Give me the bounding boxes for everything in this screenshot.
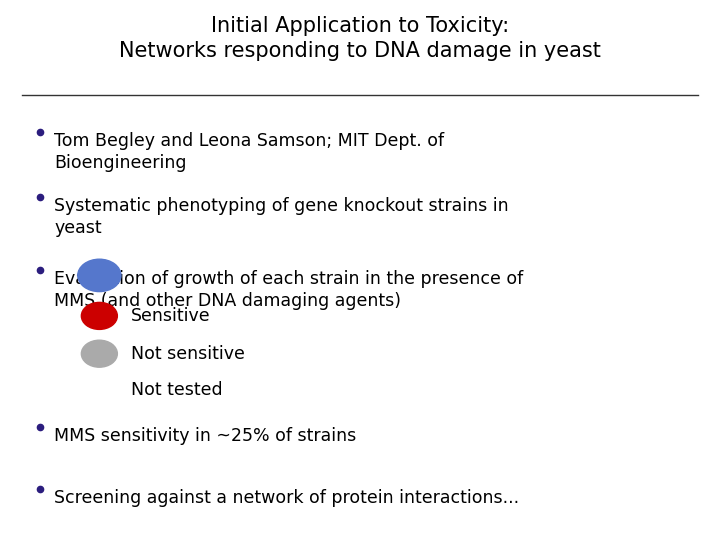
Text: Not tested: Not tested — [131, 381, 222, 399]
Circle shape — [81, 302, 117, 329]
Text: Tom Begley and Leona Samson; MIT Dept. of
Bioengineering: Tom Begley and Leona Samson; MIT Dept. o… — [54, 132, 444, 172]
Text: Sensitive: Sensitive — [131, 307, 211, 325]
Text: Not sensitive: Not sensitive — [131, 345, 245, 363]
Circle shape — [81, 340, 117, 367]
Text: Systematic phenotyping of gene knockout strains in
yeast: Systematic phenotyping of gene knockout … — [54, 197, 508, 237]
Circle shape — [78, 259, 121, 292]
Text: Screening against a network of protein interactions...: Screening against a network of protein i… — [54, 489, 519, 507]
Text: Initial Application to Toxicity:
Networks responding to DNA damage in yeast: Initial Application to Toxicity: Network… — [119, 16, 601, 61]
Text: Evaluation of growth of each strain in the presence of
MMS (and other DNA damagi: Evaluation of growth of each strain in t… — [54, 270, 523, 310]
Text: MMS sensitivity in ~25% of strains: MMS sensitivity in ~25% of strains — [54, 427, 356, 444]
